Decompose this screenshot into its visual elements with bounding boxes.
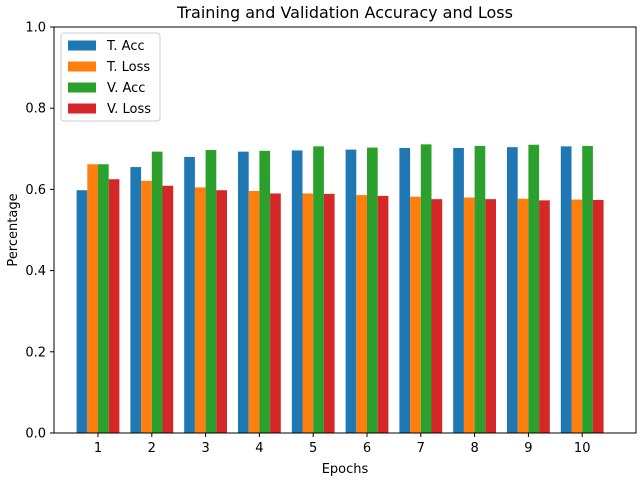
x-axis-label: Epochs xyxy=(322,462,369,477)
x-tick-label: 1 xyxy=(94,441,102,456)
bar xyxy=(248,191,260,433)
x-tick-label: 4 xyxy=(255,441,263,456)
bar xyxy=(453,147,464,434)
x-tick-label: 6 xyxy=(363,441,371,456)
bar xyxy=(356,195,367,433)
bar xyxy=(205,150,217,433)
legend-label: V. Acc xyxy=(107,81,145,96)
x-tick-label: 10 xyxy=(574,441,591,456)
bar xyxy=(270,193,281,433)
legend-swatch xyxy=(68,61,96,72)
y-tick-label: 1.0 xyxy=(25,21,46,36)
bar xyxy=(184,156,195,434)
bar xyxy=(431,199,443,433)
plot-frame xyxy=(53,26,637,434)
bar xyxy=(313,146,324,434)
bar xyxy=(485,199,496,433)
legend-label: T. Acc xyxy=(106,39,145,54)
bar xyxy=(291,150,303,434)
x-tick-label: 7 xyxy=(417,441,425,456)
y-axis: 0.0 0.2 0.4 0.6 0.8 1.0 xyxy=(25,21,54,442)
bar xyxy=(377,195,389,433)
x-tick-label: 9 xyxy=(524,441,532,456)
bar xyxy=(528,144,540,434)
bar xyxy=(162,185,174,433)
y-tick-label: 0.0 xyxy=(25,427,46,442)
bar xyxy=(108,179,120,433)
legend: T. Acc T. Loss V. Acc V. Loss xyxy=(60,32,161,122)
x-tick-label: 5 xyxy=(309,441,317,456)
legend-swatch xyxy=(68,103,96,114)
y-tick-label: 0.2 xyxy=(25,345,46,360)
y-axis-label: Percentage xyxy=(6,193,21,266)
bar xyxy=(302,193,314,433)
bar xyxy=(151,151,163,433)
y-tick-label: 0.4 xyxy=(25,264,46,279)
bar xyxy=(216,190,227,433)
bar xyxy=(76,190,88,433)
x-tick-label: 3 xyxy=(201,441,209,456)
bar xyxy=(420,144,432,433)
x-axis: 1 2 3 4 5 6 7 8 9 10 xyxy=(94,433,591,456)
bar xyxy=(560,146,572,434)
bar xyxy=(399,147,411,434)
bar xyxy=(507,147,518,433)
x-tick-label: 2 xyxy=(148,441,156,456)
bar xyxy=(582,145,593,433)
bar xyxy=(410,196,421,433)
bar xyxy=(571,199,583,433)
bars-group xyxy=(76,144,604,434)
y-tick-label: 0.6 xyxy=(25,183,46,198)
bar xyxy=(539,200,550,433)
legend-box xyxy=(60,32,161,122)
x-tick-label: 8 xyxy=(470,441,478,456)
bar xyxy=(463,197,475,433)
bar xyxy=(345,149,357,434)
bar xyxy=(592,199,604,433)
bar xyxy=(323,193,335,433)
bar xyxy=(474,145,486,433)
bar xyxy=(130,167,142,433)
y-tick-label: 0.8 xyxy=(25,102,46,117)
legend-label: V. Loss xyxy=(107,102,151,117)
legend-label: T. Loss xyxy=(106,60,150,75)
bar xyxy=(141,180,152,433)
bar xyxy=(517,198,529,433)
bar xyxy=(238,151,249,433)
bar xyxy=(367,147,378,433)
bar xyxy=(194,187,206,433)
legend-swatch xyxy=(68,82,96,93)
chart-title: Training and Validation Accuracy and Los… xyxy=(176,3,513,22)
legend-swatch xyxy=(68,40,96,51)
bar xyxy=(259,150,271,433)
bar xyxy=(87,164,98,434)
bar xyxy=(98,164,109,434)
